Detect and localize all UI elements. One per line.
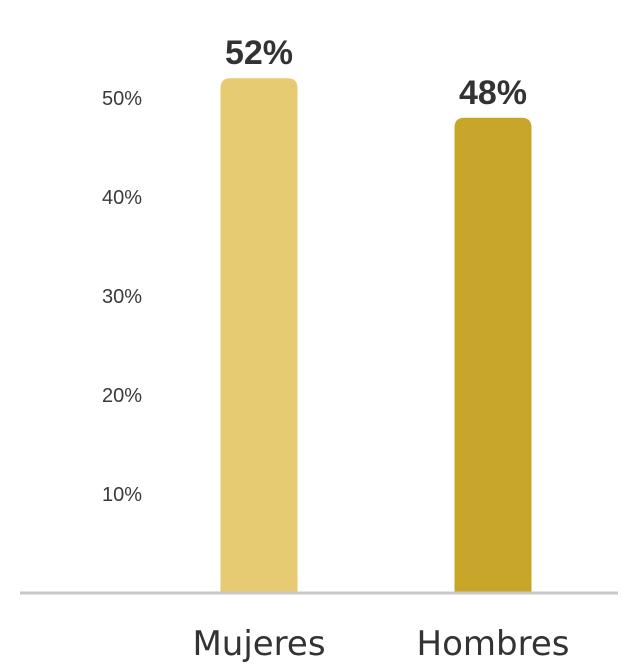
bars	[220, 78, 532, 594]
bar-hombres	[454, 117, 532, 594]
y-tick-label: 40%	[102, 187, 142, 209]
data-label: 48%	[459, 74, 527, 112]
data-labels: 52% 48%	[225, 34, 527, 112]
y-tick-label: 10%	[102, 484, 142, 506]
data-label: 52%	[225, 34, 293, 72]
category-label: Mujeres	[192, 624, 325, 664]
category-labels: Mujeres Hombres	[192, 624, 569, 664]
category-label: Hombres	[417, 624, 570, 664]
y-tick-label: 50%	[102, 88, 142, 110]
bar-mujeres	[220, 78, 298, 593]
y-tick-label: 30%	[102, 286, 142, 308]
y-axis-ticks: 10% 20% 30% 40% 50%	[102, 88, 142, 506]
y-tick-label: 20%	[102, 385, 142, 407]
